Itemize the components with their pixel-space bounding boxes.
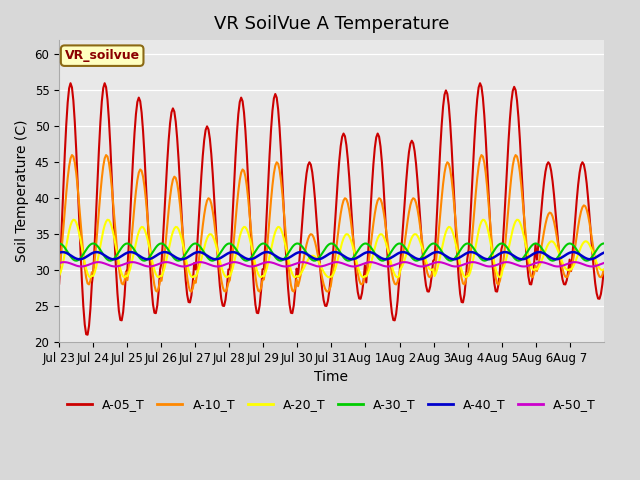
Y-axis label: Soil Temperature (C): Soil Temperature (C) <box>15 120 29 262</box>
Legend: A-05_T, A-10_T, A-20_T, A-30_T, A-40_T, A-50_T: A-05_T, A-10_T, A-20_T, A-30_T, A-40_T, … <box>62 394 601 417</box>
Title: VR SoilVue A Temperature: VR SoilVue A Temperature <box>214 15 449 33</box>
X-axis label: Time: Time <box>314 370 348 384</box>
Text: VR_soilvue: VR_soilvue <box>65 49 140 62</box>
